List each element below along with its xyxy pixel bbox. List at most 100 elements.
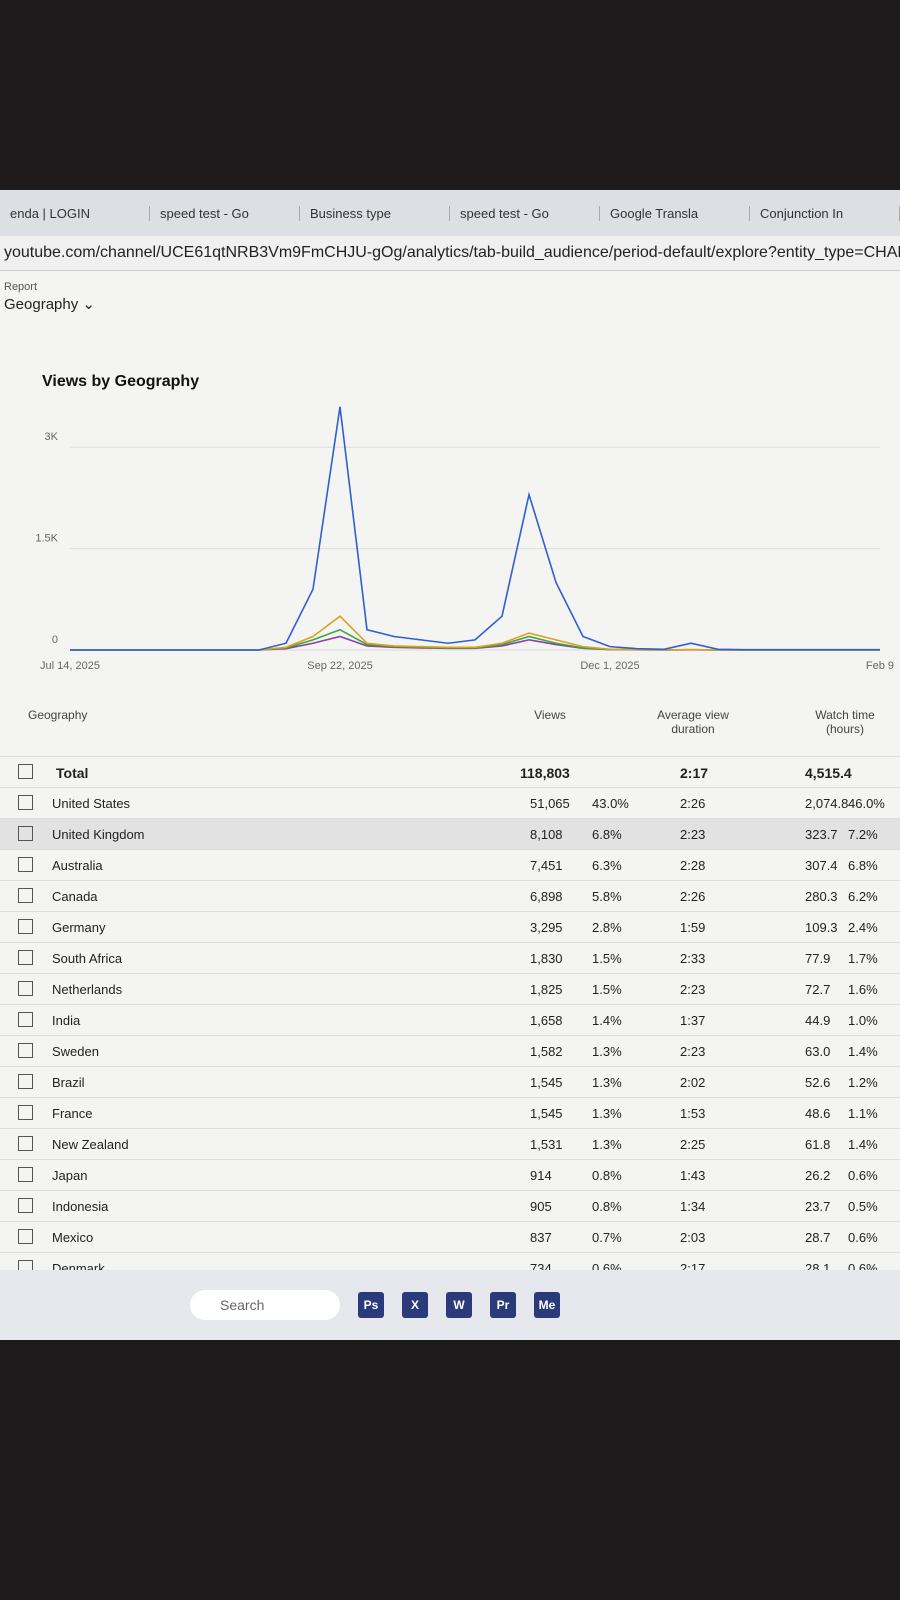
x-tick-label: Dec 1, 2025 xyxy=(580,660,639,672)
table-cell: 1.7% xyxy=(848,951,878,966)
checkbox[interactable] xyxy=(18,981,33,996)
chart: Views by Geography 0 1.5K 3K Jul 14, 2025 Se… xyxy=(35,373,894,672)
checkbox[interactable] xyxy=(18,857,33,872)
y-tick-label: 3K xyxy=(45,431,59,443)
address-bar[interactable]: youtube.com/channel/UCE61qtNRB3Vm9FmCHJU… xyxy=(0,236,900,271)
table-cell: United Kingdom xyxy=(52,827,145,842)
table-cell: 1.5% xyxy=(592,982,622,997)
table-cell: 5.8% xyxy=(592,889,622,904)
table-cell: 0.8% xyxy=(592,1168,622,1183)
app-icon[interactable]: W xyxy=(446,1292,472,1318)
table-cell: 63.0 xyxy=(805,1044,831,1059)
checkbox[interactable] xyxy=(18,826,33,841)
checkbox[interactable] xyxy=(18,1167,33,1182)
checkbox[interactable] xyxy=(18,764,33,779)
checkbox[interactable] xyxy=(18,1043,33,1058)
tab[interactable]: speed test - Go xyxy=(450,205,600,221)
column-header[interactable]: Views xyxy=(534,708,566,722)
table-cell: 2:26 xyxy=(680,796,706,811)
table-cell: Netherlands xyxy=(52,982,123,997)
tab[interactable]: Business type xyxy=(300,205,450,221)
screen: enda | LOGIN speed test - Go Business type… xyxy=(0,190,900,1340)
checkbox[interactable] xyxy=(18,795,33,810)
taskbar: Search Ps X W Pr Me xyxy=(0,1270,900,1340)
table-cell: 1.4% xyxy=(848,1044,878,1059)
checkbox[interactable] xyxy=(18,1105,33,1120)
table-cell: 2.8% xyxy=(592,920,622,935)
tab-bar: enda | LOGIN speed test - Go Business type… xyxy=(0,190,900,236)
table-cell: 1.3% xyxy=(592,1137,622,1152)
table-cell: 6,898 xyxy=(530,889,563,904)
checkbox[interactable] xyxy=(18,888,33,903)
table-cell: 1,830 xyxy=(530,951,563,966)
table-cell: 2,074.8 xyxy=(805,796,849,811)
report-selector[interactable]: Geography ⌄ xyxy=(4,296,95,313)
table-row: United States 51,065 43.0% 2:26 2,074.8 46.0% xyxy=(0,788,900,819)
table-cell: 8,108 xyxy=(530,827,563,842)
checkbox[interactable] xyxy=(18,1074,33,1089)
x-tick-label: Jul 14, 2025 xyxy=(40,660,100,672)
table-cell: 1.0% xyxy=(848,1013,878,1028)
table-cell: 44.9 xyxy=(805,1013,831,1028)
column-header: Watch time (hours) xyxy=(815,708,875,736)
table-cell: 1.2% xyxy=(848,1075,878,1090)
table-row: Sweden 1,582 1.3% 2:23 63.0 1.4% xyxy=(0,1036,900,1067)
table-cell: 52.6 xyxy=(805,1075,831,1090)
app-icon[interactable]: Ps xyxy=(358,1292,384,1318)
column-header: Geography xyxy=(28,708,88,722)
checkbox[interactable] xyxy=(18,950,33,965)
table-cell: 1.3% xyxy=(592,1075,622,1090)
table-cell: 2:33 xyxy=(680,951,706,966)
table-cell: 1.4% xyxy=(592,1013,622,1028)
report-label: Report xyxy=(4,281,38,293)
x-tick-label: Feb 9 xyxy=(866,660,894,672)
table-cell: 51,065 xyxy=(530,796,570,811)
table-cell: 0.7% xyxy=(592,1230,622,1245)
total-cell: 118,803 xyxy=(520,765,570,781)
table-row: Brazil 1,545 1.3% 2:02 52.6 1.2% xyxy=(0,1067,900,1098)
table-cell: 0.8% xyxy=(592,1199,622,1214)
table-row: India 1,658 1.4% 1:37 44.9 1.0% xyxy=(0,1005,900,1036)
checkbox[interactable] xyxy=(18,919,33,934)
search-box[interactable]: Search xyxy=(190,1290,340,1320)
checkbox[interactable] xyxy=(18,1136,33,1151)
table-cell: 43.0% xyxy=(592,796,629,811)
table-cell: 0.6% xyxy=(848,1230,878,1245)
y-tick-label: 0 xyxy=(52,634,58,646)
checkbox[interactable] xyxy=(18,1012,33,1027)
table-cell: Brazil xyxy=(52,1075,85,1090)
table-cell: 905 xyxy=(530,1199,552,1214)
table-cell: 307.4 xyxy=(805,858,838,873)
table-cell: 1,531 xyxy=(530,1137,563,1152)
y-tick-label: 1.5K xyxy=(35,533,58,545)
total-cell: 4,515.4 xyxy=(805,765,852,781)
table-row: South Africa 1,830 1.5% 2:33 77.9 1.7% xyxy=(0,943,900,974)
app-icon[interactable]: Me xyxy=(534,1292,560,1318)
table-cell: Japan xyxy=(52,1168,88,1183)
tab[interactable]: Google Transla xyxy=(600,205,750,221)
app-icon[interactable]: X xyxy=(402,1292,428,1318)
checkbox[interactable] xyxy=(18,1229,33,1244)
table-cell: 26.2 xyxy=(805,1168,831,1183)
table-row: Indonesia 905 0.8% 1:34 23.7 0.5% xyxy=(0,1191,900,1222)
table-row: France 1,545 1.3% 1:53 48.6 1.1% xyxy=(0,1098,900,1129)
total-row: Total 118,803 2:17 4,515.4 xyxy=(0,757,900,788)
table-cell: 7.2% xyxy=(848,827,878,842)
chart-title: Views by Geography xyxy=(42,373,199,390)
tab[interactable]: Conjunction In xyxy=(750,205,900,221)
tab[interactable]: enda | LOGIN xyxy=(0,205,150,221)
table-row: New Zealand 1,531 1.3% 2:25 61.8 1.4% xyxy=(0,1129,900,1160)
table-cell: 1:59 xyxy=(680,920,706,935)
app-icon[interactable]: Pr xyxy=(490,1292,516,1318)
column-header: Average view duration xyxy=(657,708,729,736)
checkbox[interactable] xyxy=(18,1198,33,1213)
table-cell: 2:02 xyxy=(680,1075,706,1090)
table-cell: 2.4% xyxy=(848,920,878,935)
table-cell: 2:26 xyxy=(680,889,706,904)
table-cell: 1.5% xyxy=(592,951,622,966)
total-cell: 2:17 xyxy=(680,765,709,781)
table-cell: 61.8 xyxy=(805,1137,831,1152)
tab[interactable]: speed test - Go xyxy=(150,205,300,221)
table-cell: 1,582 xyxy=(530,1044,563,1059)
